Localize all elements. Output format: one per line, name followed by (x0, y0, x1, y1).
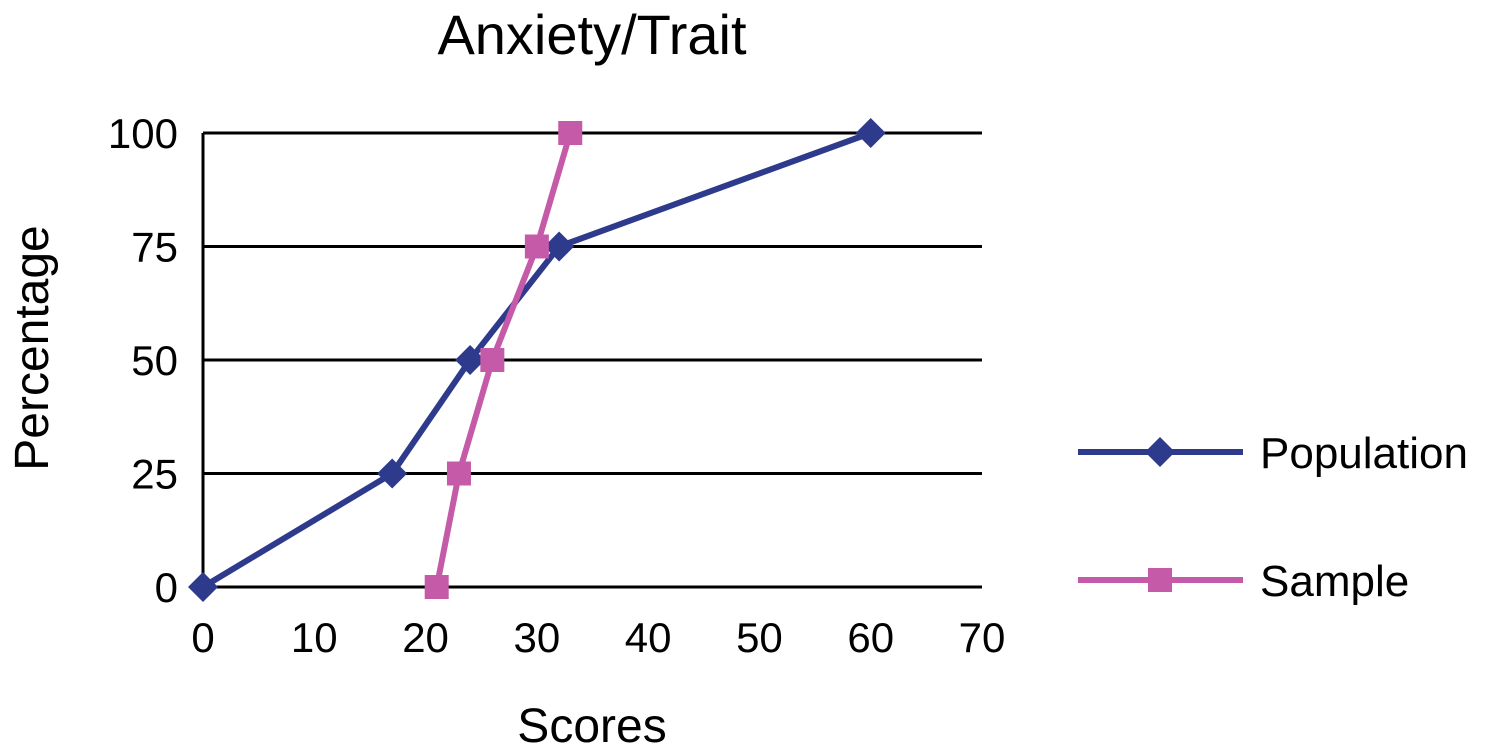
data-point-population (544, 231, 575, 262)
data-point-sample (480, 348, 505, 372)
x-tick-label: 70 (959, 614, 1006, 661)
y-tick-label: 50 (131, 337, 178, 384)
x-axis-label: Scores (517, 700, 666, 753)
y-axis-label: Percentage (6, 225, 59, 471)
x-tick-label: 20 (402, 614, 449, 661)
y-tick-label: 100 (108, 110, 178, 157)
legend-label: Population (1260, 429, 1468, 478)
data-point-sample (446, 461, 471, 486)
x-tick-label: 10 (291, 614, 338, 661)
x-tick-label: 50 (736, 614, 783, 661)
series-population (188, 118, 886, 602)
y-axis-ticks: 0 25 50 75 100 (108, 110, 178, 611)
x-axis-ticks: 0 10 20 30 40 50 60 70 (191, 614, 1005, 661)
chart-title: Anxiety/Trait (437, 3, 747, 66)
data-point-population (455, 345, 486, 375)
data-point-population (855, 118, 886, 148)
y-tick-label: 0 (155, 564, 178, 611)
data-point-sample (558, 121, 583, 145)
legend-item-sample: Sample (1078, 557, 1409, 606)
data-point-sample (424, 575, 449, 599)
legend-marker-square (1148, 568, 1172, 592)
data-point-sample (524, 234, 549, 259)
legend-item-population: Population (1078, 429, 1468, 478)
data-point-population (377, 458, 408, 489)
x-tick-label: 0 (191, 614, 214, 661)
legend: Population Sample (1078, 429, 1468, 606)
legend-marker-diamond (1145, 437, 1175, 467)
y-tick-label: 75 (131, 224, 178, 271)
series-sample (424, 121, 583, 599)
x-tick-label: 30 (513, 614, 560, 661)
series-layer (188, 118, 886, 602)
legend-label: Sample (1260, 557, 1409, 606)
x-tick-label: 40 (625, 614, 672, 661)
x-tick-label: 60 (847, 614, 894, 661)
grid-lines (201, 131, 982, 589)
data-point-population (188, 572, 218, 602)
y-tick-label: 25 (131, 451, 178, 498)
